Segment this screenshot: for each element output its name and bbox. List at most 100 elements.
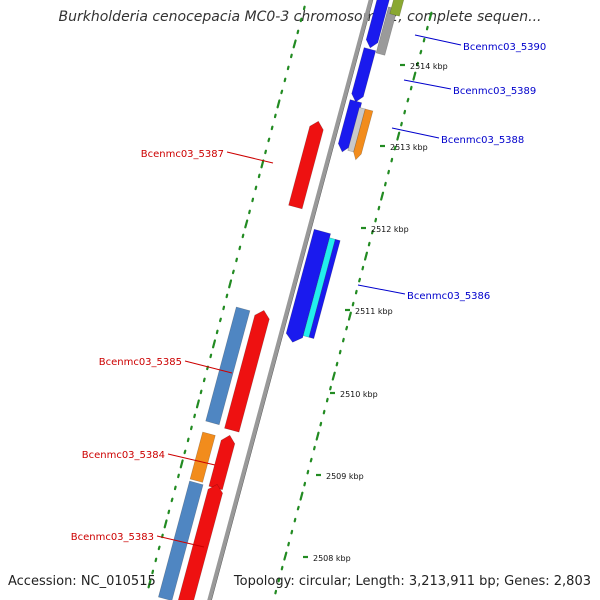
scale-tick [303,481,307,487]
gene-bcenmc03-5386-bar-3 [308,238,341,339]
scale-tick [422,37,426,43]
scale-tick [347,311,352,321]
scale-tick [202,377,206,383]
scale-tick [354,289,358,295]
scale-tick [151,569,155,575]
scale-tick [173,485,177,491]
scale-tick [335,361,339,367]
scale-tick [361,265,365,271]
scale-tick [325,397,329,403]
scale-tick [157,545,161,551]
scale-tick [396,131,401,141]
scale-tick [403,109,407,115]
scale-tick [329,385,332,391]
scale-tick [319,421,323,427]
scale-tick [406,97,410,103]
scale-tick [267,137,271,143]
gene-label-leader [391,127,440,139]
scale-label: 2514 kbp [410,62,448,71]
scale-tick [387,169,390,175]
scale-tick [241,233,245,239]
scale-tick [276,99,281,109]
scale-tick [345,325,349,331]
scale-tick [393,145,397,151]
gene-bcenmc03-5388-bar [353,108,374,161]
scale-tick [299,17,303,23]
scale-tick [331,371,336,381]
accession-text: Accession: NC_010515 [8,574,156,589]
scale-ticks [147,5,433,595]
scale-tick [425,25,429,31]
scale-tick [238,245,242,251]
gene-bcenmc03-5384-bar [208,434,236,491]
scale-tick [257,173,261,179]
gene-label: Bcenmc03_5388 [441,135,524,146]
scale-tick [302,5,306,11]
scale-tick [299,491,304,501]
scale-tick [338,349,342,355]
scale-tick [380,191,385,201]
scale-tick [364,251,368,261]
gene-bcenmc03-5386-bar-1 [285,228,331,343]
scale-tick [177,473,180,479]
scale-tick [231,269,235,275]
scale-tick [212,339,216,349]
scale-tick [199,389,203,395]
scale-tick [313,445,316,451]
scale-tick [416,61,419,67]
scale-tick [306,469,310,475]
gene-bcenmc03-5387-bar [288,120,324,210]
scale-tick [287,541,290,547]
gene-label-leader [414,34,462,46]
scale-label: 2510 kbp [340,390,378,399]
gene-bcenmc03-5389-bar [351,47,377,103]
scale-tick [367,241,371,247]
scale-tick [390,157,394,163]
scale-tick [296,29,300,35]
scale-tick [215,329,219,335]
gene-bcenmc03-5390-bar [365,0,390,49]
scale-tick [277,577,281,583]
scale-tick [351,301,355,307]
scale-tick [292,39,297,49]
scale-tick [190,425,193,431]
scale-tick [254,185,258,191]
scale-tick [358,277,361,283]
gene-label: Bcenmc03_5389 [453,86,536,97]
scale-tick [179,459,184,469]
scale-label: 2511 kbp [355,307,393,316]
scale-tick [244,219,249,229]
backbone [207,0,373,600]
scale-tick [248,209,251,215]
scale-tick [419,49,423,55]
scale-tick [186,437,190,443]
scale-tick [280,89,284,95]
scale-tick [222,305,226,311]
map-title: Burkholderia cenocepacia MC0-3 chromosom… [58,9,542,25]
scale-tick [154,557,158,563]
gene-label-leader [156,535,205,548]
scale-tick [283,77,287,83]
scale-tick [270,125,274,131]
scale-tick [371,229,374,235]
scale-tick [409,85,413,91]
scale-tick [273,113,277,119]
gene-label: Bcenmc03_5385 [99,357,182,368]
scale-label: 2512 kbp [371,225,409,234]
scale-tick [315,431,320,441]
scale-tick [293,517,297,523]
gene-label: Bcenmc03_5390 [463,42,546,53]
scale-tick [290,529,294,535]
scale-tick [412,71,417,81]
scale-tick [428,11,433,21]
scale-tick [342,337,345,343]
scale-tick [374,217,378,223]
scale-tick [195,399,200,409]
scale-tick [193,413,196,419]
gene-label: Bcenmc03_5387 [141,149,224,160]
scale-tick [167,509,171,515]
gene-olive-bar [389,0,405,17]
gene-label-leader [226,151,274,164]
scale-tick [209,353,213,359]
